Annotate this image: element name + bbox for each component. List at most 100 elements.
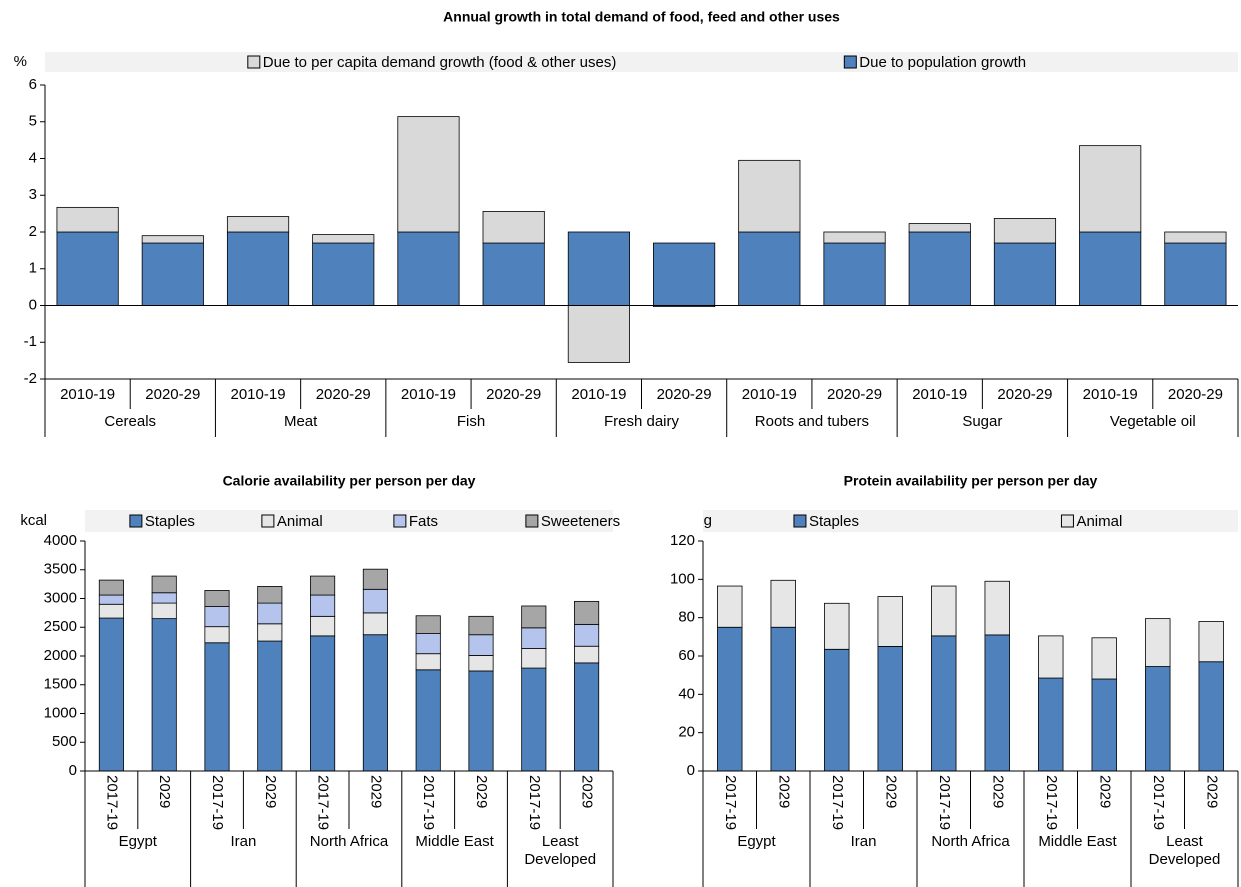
bar-segment (310, 594, 336, 617)
bar-segment (567, 231, 630, 306)
bar-segment (468, 615, 494, 636)
y-tick-label: 6 (29, 76, 37, 93)
x-tick-label: 2010-19 (60, 386, 115, 403)
bar-segment (56, 231, 119, 306)
bar-segment (824, 602, 850, 650)
bar-segment (521, 627, 547, 649)
bar-segment (1164, 242, 1227, 306)
bar-segment (574, 662, 600, 772)
x-tick-label: 2010-19 (912, 386, 967, 403)
legend-label: Fats (409, 513, 438, 530)
y-tick-label: 0 (29, 296, 37, 313)
bar-segment (415, 615, 441, 634)
x-tick-label: 2020-29 (145, 386, 200, 403)
legend-label: Staples (809, 513, 859, 530)
bar-segment (653, 242, 716, 306)
legend-swatch (129, 514, 143, 528)
bar-segment (151, 618, 177, 772)
bar-segment (567, 305, 630, 363)
x-tick-label: 2020-29 (827, 386, 882, 403)
group-label-box: Least Developed (1148, 833, 1221, 868)
y-tick-label: 1500 (44, 676, 77, 693)
bar-segment (1164, 231, 1227, 244)
group-label-box: Meat (284, 413, 317, 430)
group-label: Fish (456, 413, 486, 430)
bar-segment (312, 242, 375, 306)
bar-segment (397, 231, 460, 306)
group-label-box: Middle East (1038, 833, 1117, 850)
x-tick-label: 2020-29 (657, 386, 712, 403)
y-tick-label: 1 (29, 260, 37, 277)
x-tick-label: 2010-19 (571, 386, 626, 403)
group-label: Iran (850, 833, 877, 850)
group-label: Least Developed (1148, 833, 1221, 868)
bar-segment (98, 603, 124, 619)
bar-segment (362, 634, 388, 772)
bar-segment (257, 640, 283, 772)
x-tick-label: 2010-19 (742, 386, 797, 403)
x-tick-label: 2017-19 (420, 775, 437, 830)
legend-band (85, 510, 613, 532)
bar-segment (310, 615, 336, 637)
group-label: Middle East (1038, 833, 1117, 850)
chart-title: Calorie availability per person per day (223, 473, 476, 489)
x-tick-label: 2029 (775, 775, 792, 808)
group-label-box: Cereals (104, 413, 157, 430)
bar-segment (415, 633, 441, 655)
y-tick-label: 3000 (44, 589, 77, 606)
bar-segment (574, 623, 600, 647)
bar-segment (204, 606, 230, 628)
legend-label: Sweeteners (541, 513, 620, 530)
bar-segment (984, 634, 1010, 772)
group-label: Iran (230, 833, 257, 850)
y-tick-label: 120 (670, 532, 695, 549)
bar-segment (908, 223, 971, 233)
bar-segment (204, 626, 230, 644)
bar-segment (1038, 677, 1064, 772)
bar-segment (415, 653, 441, 671)
x-tick-label: 2020-29 (316, 386, 371, 403)
group-label: Least Developed (524, 833, 597, 868)
y-tick-label: 3500 (44, 561, 77, 578)
legend-band (703, 510, 1238, 532)
y-tick-label: 0 (687, 762, 695, 779)
bar-segment (1079, 145, 1142, 233)
bar-segment (310, 635, 336, 772)
legend-band (45, 52, 1238, 72)
bar-segment (574, 600, 600, 625)
y-tick-label: -2 (24, 370, 37, 387)
chart-title: Annual growth in total demand of food, f… (443, 9, 840, 25)
group-label-box: Iran (850, 833, 877, 850)
bar-segment (362, 588, 388, 614)
x-tick-label: 2029 (473, 775, 490, 808)
x-tick-label: 2017-19 (526, 775, 543, 830)
bar-segment (931, 585, 957, 637)
bar-segment (1091, 678, 1117, 772)
bar-segment (738, 159, 801, 233)
group-label: North Africa (931, 833, 1010, 850)
x-tick-label: 2017-19 (1150, 775, 1167, 830)
bar-segment (574, 645, 600, 664)
x-tick-label: 2017-19 (722, 775, 739, 830)
bar-segment (521, 667, 547, 772)
legend-label: Animal (1076, 513, 1122, 530)
y-tick-label: 4 (29, 149, 37, 166)
bar-segment (141, 242, 204, 306)
bar-segment (823, 231, 886, 244)
bar-segment (257, 602, 283, 625)
y-tick-label: -1 (24, 333, 37, 350)
legend-swatch (393, 514, 407, 528)
group-label: Cereals (104, 413, 157, 430)
bar-segment (770, 579, 796, 628)
x-tick-label: 2017-19 (315, 775, 332, 830)
group-label-box: Sugar (962, 413, 1002, 430)
group-label: Egypt (737, 833, 776, 850)
y-tick-label: 2500 (44, 618, 77, 635)
y-tick-label: 20 (678, 724, 695, 741)
x-tick-label: 2017-19 (1043, 775, 1060, 830)
y-tick-label: 40 (678, 685, 695, 702)
bar-segment (310, 575, 336, 596)
bar-segment (257, 586, 283, 604)
bar-segment (397, 116, 460, 233)
